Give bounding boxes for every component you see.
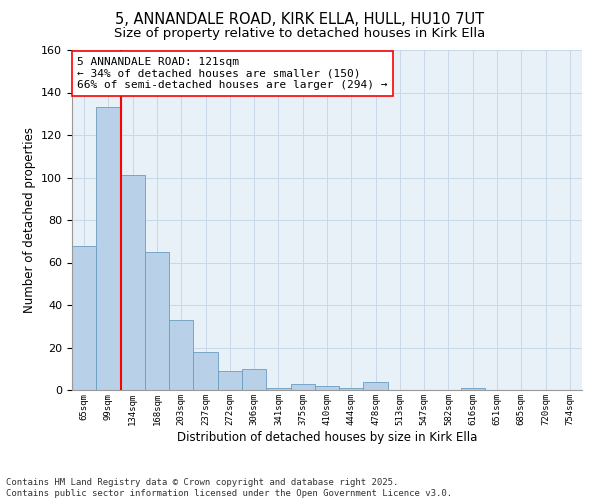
Bar <box>315 386 339 390</box>
Bar <box>266 388 290 390</box>
Text: 5, ANNANDALE ROAD, KIRK ELLA, HULL, HU10 7UT: 5, ANNANDALE ROAD, KIRK ELLA, HULL, HU10… <box>115 12 485 28</box>
Bar <box>218 371 242 390</box>
Bar <box>193 352 218 390</box>
Bar <box>169 320 193 390</box>
Bar <box>96 108 121 390</box>
Bar <box>461 388 485 390</box>
Text: Size of property relative to detached houses in Kirk Ella: Size of property relative to detached ho… <box>115 28 485 40</box>
Bar <box>339 388 364 390</box>
Bar <box>242 369 266 390</box>
Bar <box>290 384 315 390</box>
Text: Contains HM Land Registry data © Crown copyright and database right 2025.
Contai: Contains HM Land Registry data © Crown c… <box>6 478 452 498</box>
Text: 5 ANNANDALE ROAD: 121sqm
← 34% of detached houses are smaller (150)
66% of semi-: 5 ANNANDALE ROAD: 121sqm ← 34% of detach… <box>77 57 388 90</box>
Bar <box>121 176 145 390</box>
Bar <box>72 246 96 390</box>
Y-axis label: Number of detached properties: Number of detached properties <box>23 127 35 313</box>
Bar <box>364 382 388 390</box>
X-axis label: Distribution of detached houses by size in Kirk Ella: Distribution of detached houses by size … <box>177 430 477 444</box>
Bar <box>145 252 169 390</box>
